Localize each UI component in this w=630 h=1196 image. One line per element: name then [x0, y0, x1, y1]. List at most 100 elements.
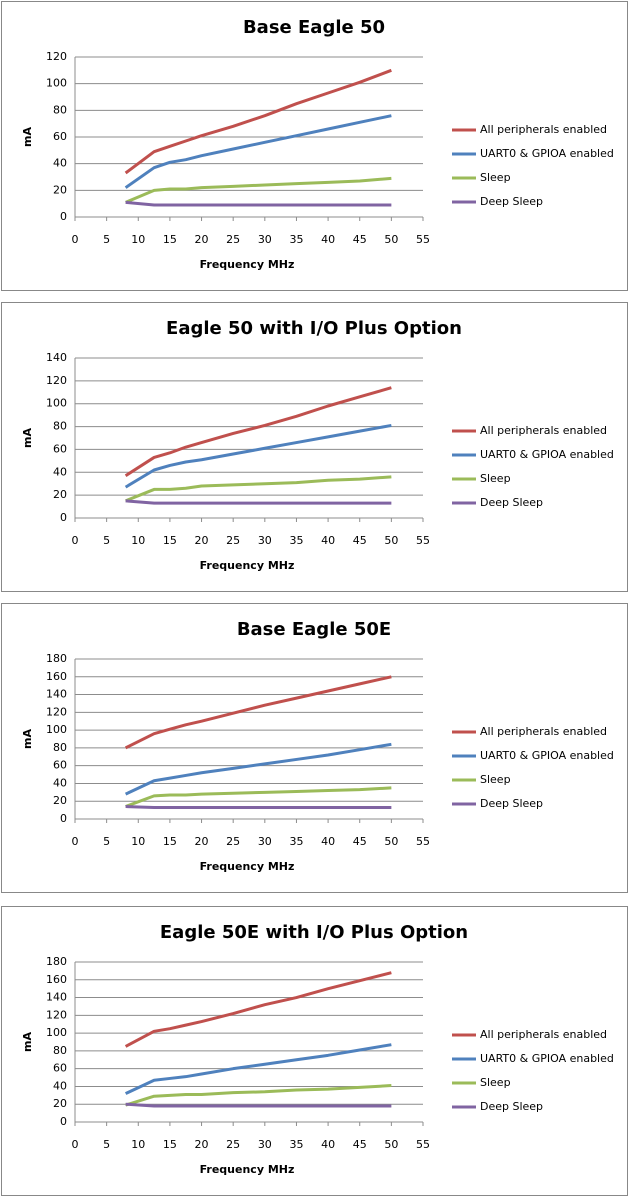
legend-label: Sleep: [480, 171, 511, 184]
x-axis-label: Frequency MHz: [200, 258, 295, 271]
x-tick-label: 5: [103, 233, 110, 246]
series-line: [124, 742, 392, 796]
x-tick-label: 50: [384, 233, 398, 246]
legend-label: UART0 & GPIOA enabled: [480, 749, 614, 762]
x-tick-label: 55: [416, 233, 430, 246]
chart-panel: Base Eagle 50 0 20 40 60 80 100 120 0 5 10 15 20 25 30…: [1, 1, 628, 291]
series-line: [125, 786, 392, 808]
x-tick-label: 0: [72, 835, 79, 848]
legend-label: Deep Sleep: [480, 1100, 543, 1113]
x-tick-label: 25: [226, 835, 240, 848]
y-axis-label: mA: [21, 127, 34, 147]
x-tick-label: 45: [353, 835, 367, 848]
x-tick-label: 55: [416, 1138, 430, 1151]
chart-title: Eagle 50E with I/O Plus Option: [160, 922, 468, 943]
legend-label: Deep Sleep: [480, 797, 543, 810]
x-axis-label: Frequency MHz: [200, 860, 295, 873]
series-line: [124, 675, 392, 750]
legend-label: All peripherals enabled: [480, 424, 607, 437]
x-tick-label: 5: [103, 534, 110, 547]
y-axis-label: mA: [21, 1032, 34, 1052]
y-tick-label: 120: [46, 1008, 67, 1021]
x-tick-label: 50: [384, 1138, 398, 1151]
x-tick-label: 30: [258, 233, 272, 246]
y-tick-label: 180: [46, 955, 67, 968]
y-tick-label: 20: [53, 488, 67, 501]
legend-label: All peripherals enabled: [480, 1028, 607, 1041]
x-tick-label: 25: [226, 233, 240, 246]
legend-label: Deep Sleep: [480, 195, 543, 208]
y-tick-label: 0: [60, 1115, 67, 1128]
legend-label: Sleep: [480, 1076, 511, 1089]
series-line: [125, 1084, 392, 1107]
x-tick-label: 35: [289, 835, 303, 848]
y-tick-label: 20: [53, 794, 67, 807]
y-tick-label: 80: [53, 741, 67, 754]
series-line: [124, 68, 392, 175]
x-tick-label: 10: [131, 835, 145, 848]
x-tick-label: 45: [353, 233, 367, 246]
x-tick-label: 50: [384, 534, 398, 547]
panel-border: [1, 302, 628, 592]
y-tick-label: 0: [60, 210, 67, 223]
x-tick-label: 30: [258, 835, 272, 848]
x-tick-label: 20: [195, 835, 209, 848]
y-tick-label: 80: [53, 420, 67, 433]
series-line: [125, 200, 392, 207]
legend-label: Sleep: [480, 472, 511, 485]
y-tick-label: 140: [46, 351, 67, 364]
chart-panel: Base Eagle 50E 0 20 40 60 80 100 120 140 160 180 0 5…: [1, 603, 628, 893]
series-line: [125, 1102, 392, 1108]
legend-label: All peripherals enabled: [480, 725, 607, 738]
x-tick-label: 40: [321, 1138, 335, 1151]
x-tick-label: 35: [289, 534, 303, 547]
x-tick-label: 15: [163, 534, 177, 547]
y-tick-label: 60: [53, 130, 67, 143]
y-tick-label: 100: [46, 397, 67, 410]
y-tick-label: 100: [46, 77, 67, 90]
series-line: [125, 475, 392, 503]
y-tick-label: 40: [53, 776, 67, 789]
x-tick-label: 15: [163, 835, 177, 848]
x-tick-label: 15: [163, 233, 177, 246]
y-tick-label: 20: [53, 1097, 67, 1110]
series-line: [124, 971, 392, 1048]
x-tick-label: 50: [384, 835, 398, 848]
series-line: [124, 386, 392, 477]
panel-border: [1, 1, 628, 291]
y-tick-label: 100: [46, 1026, 67, 1039]
legend-label: Deep Sleep: [480, 496, 543, 509]
y-tick-label: 120: [46, 374, 67, 387]
y-tick-label: 180: [46, 652, 67, 665]
y-tick-label: 140: [46, 688, 67, 701]
x-tick-label: 0: [72, 534, 79, 547]
x-tick-label: 30: [258, 534, 272, 547]
x-tick-label: 30: [258, 1138, 272, 1151]
y-tick-label: 160: [46, 670, 67, 683]
x-tick-label: 20: [195, 1138, 209, 1151]
y-tick-label: 20: [53, 183, 67, 196]
x-tick-label: 20: [195, 233, 209, 246]
x-tick-label: 10: [131, 233, 145, 246]
series-line: [125, 176, 392, 204]
y-tick-label: 80: [53, 103, 67, 116]
x-tick-label: 35: [289, 1138, 303, 1151]
legend-label: Sleep: [480, 773, 511, 786]
y-tick-label: 120: [46, 50, 67, 63]
series-line: [124, 1043, 392, 1095]
x-tick-label: 25: [226, 1138, 240, 1151]
series-line: [124, 423, 392, 489]
y-axis-label: mA: [21, 428, 34, 448]
series-line: [124, 114, 392, 189]
chart-panel: Eagle 50E with I/O Plus Option 0 20 40 60 80 1…: [1, 906, 628, 1196]
y-tick-label: 0: [60, 812, 67, 825]
x-tick-label: 55: [416, 835, 430, 848]
x-tick-label: 40: [321, 233, 335, 246]
y-tick-label: 60: [53, 759, 67, 772]
series-line: [125, 499, 392, 505]
y-tick-label: 140: [46, 991, 67, 1004]
y-tick-label: 120: [46, 705, 67, 718]
x-tick-label: 0: [72, 233, 79, 246]
x-tick-label: 0: [72, 1138, 79, 1151]
